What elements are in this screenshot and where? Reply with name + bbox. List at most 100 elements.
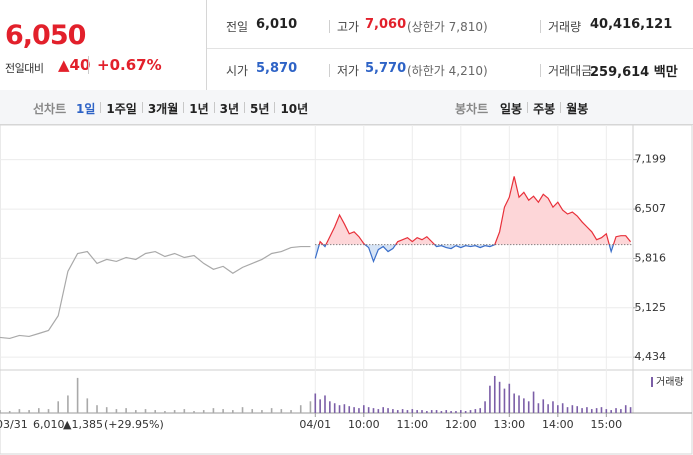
change: ▲40 (58, 56, 91, 74)
volume-bar (154, 410, 157, 413)
volume-bar (416, 410, 418, 413)
toolbar-separator (141, 102, 143, 113)
volume-bar (498, 381, 501, 413)
toolbar-separator (213, 102, 215, 113)
candle-button[interactable]: 월봉 (566, 102, 589, 116)
volume-bar (0, 410, 1, 413)
stat-value: 7,060 (365, 17, 407, 32)
volume-bar (620, 409, 622, 413)
volume-bar (532, 391, 535, 413)
stat-separator (540, 20, 541, 33)
volume-bar (299, 405, 302, 413)
volume-bar (47, 409, 50, 413)
volume-bar (561, 403, 564, 413)
price-line-up (318, 176, 632, 245)
volume-bar (362, 405, 365, 413)
volume-bar (329, 401, 331, 413)
period-button[interactable]: 3년 (219, 102, 240, 116)
volume-bar (542, 399, 545, 413)
volume-bar (557, 405, 559, 413)
volume-bar (67, 395, 69, 413)
change-rate: +0.67% (88, 56, 162, 74)
volume-bar (280, 409, 283, 413)
period-button[interactable]: 3개월 (147, 102, 179, 116)
volume-bar (484, 401, 486, 413)
stat-separator (329, 20, 330, 33)
stat-label: 시가 (226, 64, 249, 78)
volume-bar (396, 410, 399, 413)
stat-label: 저가 (337, 64, 360, 78)
volume-bar (450, 411, 452, 413)
x-tick-label: 15:00 (590, 418, 622, 431)
volume-bar (610, 410, 612, 413)
volume-bar (392, 409, 394, 413)
volume-bar (164, 411, 166, 413)
volume-bar (338, 405, 341, 413)
legend-marker (651, 377, 653, 387)
volume-bar (18, 409, 21, 413)
stat-label: 고가 (337, 20, 360, 34)
stat-value: 5,770 (365, 61, 407, 76)
volume-bar (76, 377, 79, 413)
stat-value: 40,416,121 (590, 17, 673, 32)
volume-bar (232, 410, 234, 413)
candle-button[interactable]: 주봉 (533, 102, 556, 116)
volume-bar (86, 398, 89, 413)
y-tick-label: 5,125 (635, 301, 667, 314)
volume-bar (435, 410, 438, 413)
volume-bar (241, 407, 244, 413)
volume-bar (173, 410, 176, 413)
volume-bar (571, 405, 574, 413)
x-tick-label: 10:00 (348, 418, 380, 431)
period-button[interactable]: 1일 (76, 102, 96, 116)
volume-bar (125, 408, 127, 413)
y-tick-label: 4,434 (635, 350, 667, 363)
volume-bar (333, 403, 336, 413)
volume-bar (193, 411, 195, 413)
volume-bar (270, 408, 273, 413)
stat-separator (329, 64, 330, 77)
toolbar-separator (244, 102, 246, 113)
volume-bar (314, 393, 317, 413)
volume-bar (445, 410, 448, 413)
volume-bar (615, 408, 617, 413)
volume-bar (581, 408, 583, 413)
y-tick-label: 7,199 (635, 153, 667, 166)
volume-bar (586, 407, 588, 413)
volume-bar (372, 408, 375, 413)
toolbar-separator (527, 102, 529, 113)
volume-bar (401, 409, 404, 413)
toolbar: 선차트 봉차트 1일 1주일 3개월 1년 3년 5년 10년 일봉 주봉 월봉 (0, 90, 693, 125)
volume-bar (600, 407, 603, 413)
row-divider (207, 48, 693, 49)
toolbar-separator (183, 102, 185, 113)
volume-bar (460, 410, 462, 413)
volume-bar (590, 409, 593, 413)
period-button[interactable]: 10년 (280, 102, 309, 116)
volume-bar (212, 408, 215, 413)
volume-bar (469, 410, 472, 413)
volume-bar (547, 404, 549, 413)
volume-bar (115, 409, 118, 413)
y-tick-label: 6,507 (635, 202, 667, 215)
footer-rate: (+29.95%) (104, 418, 164, 431)
period-button[interactable]: 5년 (250, 102, 270, 116)
volume-bar (624, 405, 627, 413)
volume-bar (135, 410, 137, 413)
volume-bar (576, 406, 579, 413)
volume-bar (552, 401, 554, 413)
candle-button[interactable]: 일봉 (500, 102, 523, 116)
volume-bar (261, 410, 263, 413)
volume-bar (479, 408, 482, 413)
stat-separator (540, 64, 541, 77)
period-button[interactable]: 1년 (189, 102, 209, 116)
stat-note: (하한가 4,210) (407, 64, 488, 78)
legend-label: 거래량 (656, 376, 684, 388)
volume-bar (503, 388, 506, 413)
period-button[interactable]: 1주일 (106, 102, 137, 116)
volume-bar (382, 407, 384, 413)
volume-bar (595, 408, 598, 413)
